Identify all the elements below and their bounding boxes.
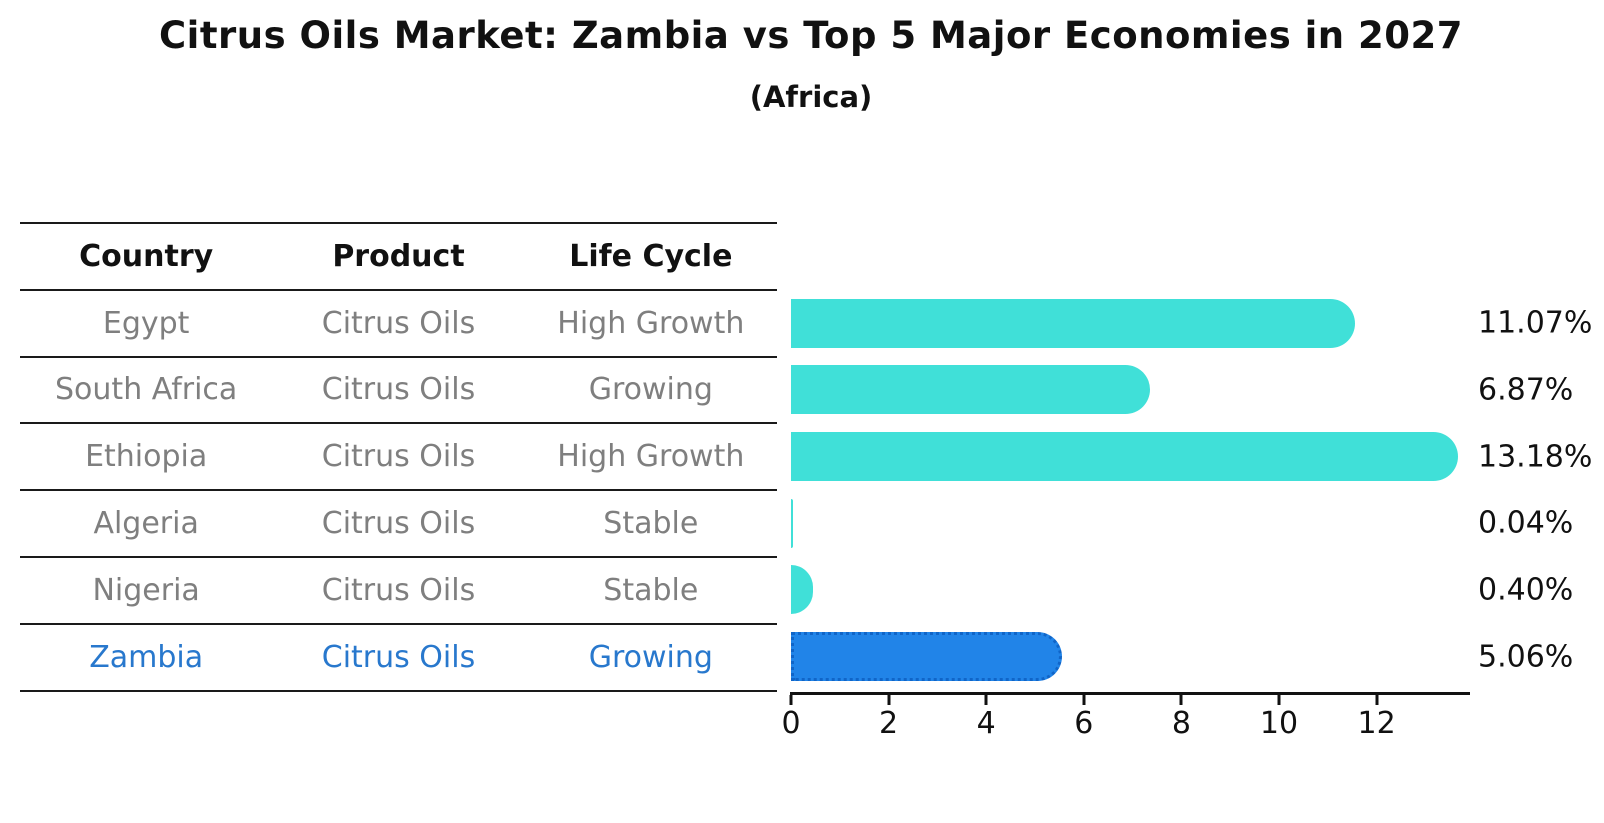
- chart-title: Citrus Oils Market: Zambia vs Top 5 Majo…: [159, 14, 1463, 57]
- table-row-nigeria: Nigeria Citrus Oils Stable: [20, 558, 777, 625]
- x-axis-spine: [790, 692, 1470, 695]
- bar-ethiopia: [791, 432, 1459, 482]
- cell-product: Citrus Oils: [321, 572, 476, 608]
- x-tick-label: 2: [879, 706, 899, 741]
- x-tick-label: 10: [1259, 706, 1299, 741]
- table-row-algeria: Algeria Citrus Oils Stable: [20, 491, 777, 558]
- country-table: Country Product Life Cycle Egypt Citrus …: [20, 222, 777, 692]
- x-tick-label: 12: [1357, 706, 1396, 741]
- table-row-zambia: Zambia Citrus Oils Growing: [20, 625, 777, 692]
- cell-country: Algeria: [93, 506, 199, 542]
- cell-country: Egypt: [102, 305, 190, 341]
- column-header-product: Product: [332, 238, 465, 274]
- cell-country: Nigeria: [92, 572, 200, 608]
- column-header-country: Country: [79, 238, 214, 274]
- cell-product: Citrus Oils: [321, 372, 476, 408]
- table-row-south-africa: South Africa Citrus Oils Growing: [20, 358, 777, 425]
- bar-nigeria: [791, 565, 814, 615]
- x-tick-label: 4: [976, 706, 996, 741]
- cell-product: Citrus Oils: [321, 439, 476, 475]
- x-tick-mark: [1375, 695, 1379, 705]
- value-label-egypt: 11.07%: [1478, 305, 1593, 341]
- x-tick-mark: [984, 695, 988, 705]
- cell-country: South Africa: [55, 372, 238, 408]
- value-label-ethiopia: 13.18%: [1478, 439, 1593, 475]
- value-label-nigeria: 0.40%: [1478, 572, 1574, 608]
- x-tick-mark: [887, 695, 891, 705]
- cell-lifecycle: High Growth: [557, 305, 745, 341]
- cell-lifecycle: Growing: [588, 639, 713, 675]
- cell-lifecycle: Growing: [588, 372, 713, 408]
- cell-lifecycle: Stable: [603, 506, 699, 542]
- cell-lifecycle: Stable: [603, 572, 699, 608]
- table-row-egypt: Egypt Citrus Oils High Growth: [20, 291, 777, 358]
- value-label-south-africa: 6.87%: [1478, 372, 1574, 408]
- table-row-ethiopia: Ethiopia Citrus Oils High Growth: [20, 424, 777, 492]
- value-label-algeria: 0.04%: [1478, 505, 1574, 541]
- bar-south-africa: [791, 365, 1151, 415]
- x-tick-mark: [1082, 695, 1086, 705]
- cell-product: Citrus Oils: [321, 506, 476, 542]
- x-tick-label: 8: [1171, 706, 1191, 741]
- bar-algeria: [791, 498, 794, 548]
- column-header-lifecycle: Life Cycle: [569, 238, 733, 274]
- cell-lifecycle: High Growth: [557, 439, 745, 475]
- x-tick-label: 0: [781, 706, 801, 741]
- chart-subtitle: (Africa): [749, 80, 873, 114]
- value-label-zambia: 5.06%: [1478, 639, 1574, 675]
- bar-egypt: [791, 298, 1356, 348]
- cell-product: Citrus Oils: [321, 305, 476, 341]
- table-header-row: Country Product Life Cycle: [20, 224, 777, 291]
- cell-country: Ethiopia: [85, 439, 208, 475]
- cell-product: Citrus Oils: [321, 639, 476, 675]
- x-tick-label: 6: [1074, 706, 1094, 741]
- x-tick-mark: [1179, 695, 1183, 705]
- x-tick-mark: [1277, 695, 1281, 705]
- x-tick-mark: [789, 695, 793, 705]
- bar-zambia: [791, 632, 1062, 682]
- cell-country: Zambia: [89, 639, 204, 675]
